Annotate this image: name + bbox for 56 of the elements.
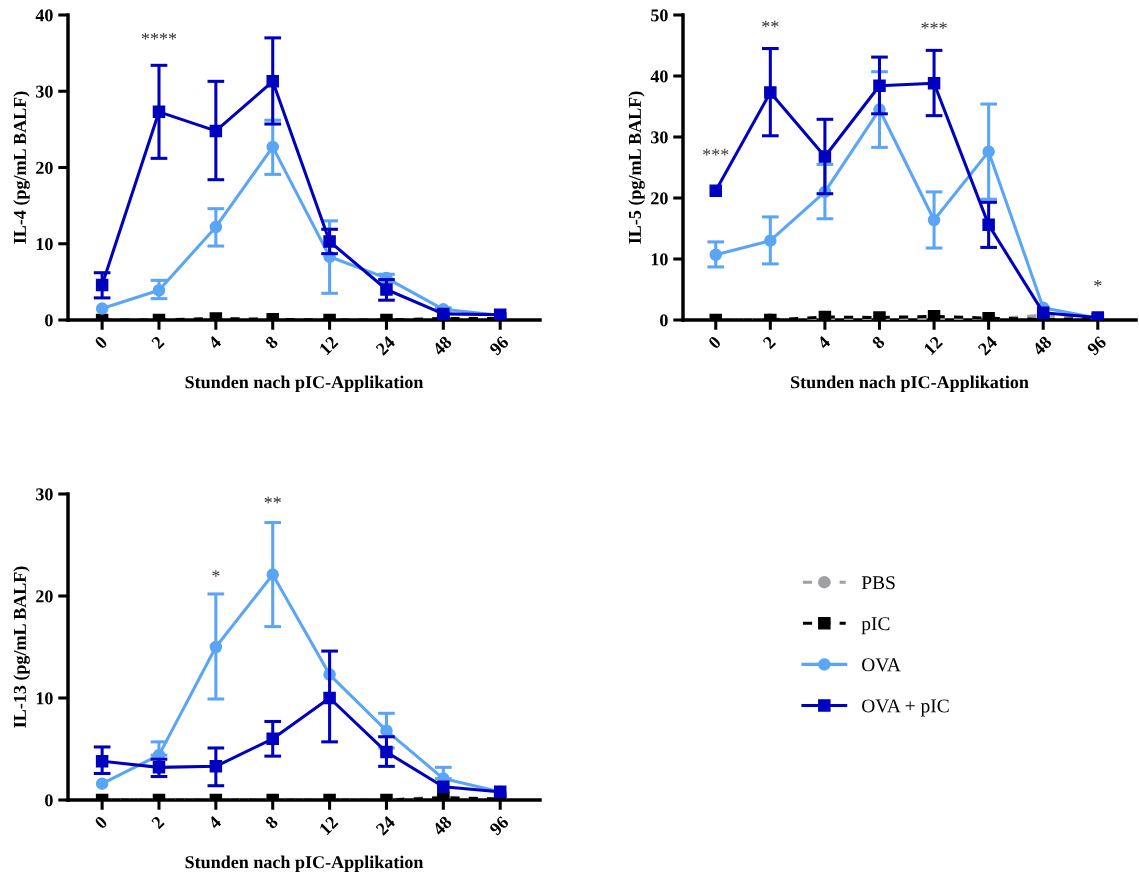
y-tick-label: 10 bbox=[36, 238, 53, 251]
annotation: * bbox=[1094, 279, 1102, 287]
x-tick-label: 12 bbox=[923, 335, 943, 356]
x-tick-label: 12 bbox=[318, 335, 339, 356]
y-tick-label: 20 bbox=[651, 192, 668, 205]
annotation: ** bbox=[762, 20, 779, 28]
x-tick-label: 96 bbox=[488, 815, 510, 836]
legend-label: pIC bbox=[861, 617, 890, 635]
y-tick-label: 10 bbox=[651, 253, 668, 266]
legend-label: OVA bbox=[862, 658, 901, 672]
annotation: * bbox=[212, 570, 220, 577]
x-tick-label: 48 bbox=[1031, 335, 1053, 357]
y-tick-label: 20 bbox=[36, 161, 53, 174]
y-tick-label: 30 bbox=[36, 85, 53, 98]
y-tick-label: 30 bbox=[36, 488, 53, 501]
y-tick-label: 0 bbox=[45, 794, 53, 807]
x-tick-label: 2 bbox=[762, 335, 777, 350]
legend-label: PBS bbox=[861, 576, 895, 590]
y-tick-label: 40 bbox=[35, 9, 53, 22]
y-tick-label: 0 bbox=[45, 314, 53, 327]
x-tick-label: 4 bbox=[207, 335, 222, 350]
y-tick-label: 40 bbox=[650, 70, 668, 83]
x-axis-title: Stunden nach pIC-Applikation bbox=[791, 375, 1029, 392]
y-tick-label: 0 bbox=[660, 314, 668, 327]
x-tick-label: 24 bbox=[375, 335, 396, 356]
x-tick-label: 4 bbox=[816, 335, 831, 350]
x-axis-title: Stunden nach pIC-Applikation bbox=[185, 855, 424, 872]
x-tick-label: 0 bbox=[94, 815, 109, 830]
x-tick-label: 2 bbox=[150, 335, 165, 350]
y-tick-label: 10 bbox=[36, 692, 53, 705]
x-tick-label: 2 bbox=[150, 815, 165, 830]
y-tick-label: 20 bbox=[36, 590, 53, 603]
x-tick-label: 24 bbox=[375, 815, 396, 836]
annotation: **** bbox=[141, 32, 177, 40]
y-axis-title: IL-4 (pg/mL BALF) bbox=[13, 91, 30, 244]
y-axis-title: IL-5 (pg/mL BALF) bbox=[628, 91, 645, 244]
x-tick-label: 4 bbox=[207, 815, 222, 830]
x-tick-label: 96 bbox=[1086, 335, 1107, 356]
x-tick-label: 8 bbox=[871, 335, 886, 350]
x-tick-label: 0 bbox=[707, 335, 722, 350]
x-tick-label: 48 bbox=[431, 815, 453, 837]
annotation: ** bbox=[264, 496, 281, 504]
y-tick-label: 50 bbox=[651, 9, 668, 22]
x-tick-label: 8 bbox=[264, 815, 279, 830]
y-tick-label: 30 bbox=[651, 131, 668, 144]
x-tick-label: 8 bbox=[264, 335, 279, 350]
legend-label: OVA + pIC bbox=[862, 699, 949, 717]
x-tick-label: 24 bbox=[977, 335, 998, 356]
y-axis-title: IL-13 (pg/mL BALF) bbox=[13, 566, 30, 728]
x-tick-label: 48 bbox=[431, 335, 453, 357]
x-tick-label: 96 bbox=[488, 335, 510, 356]
x-axis-title: Stunden nach pIC-Applikation bbox=[185, 375, 424, 392]
x-tick-label: 0 bbox=[94, 335, 109, 350]
x-tick-label: 12 bbox=[318, 815, 339, 836]
annotation: *** bbox=[921, 22, 947, 29]
annotation: *** bbox=[703, 148, 729, 156]
